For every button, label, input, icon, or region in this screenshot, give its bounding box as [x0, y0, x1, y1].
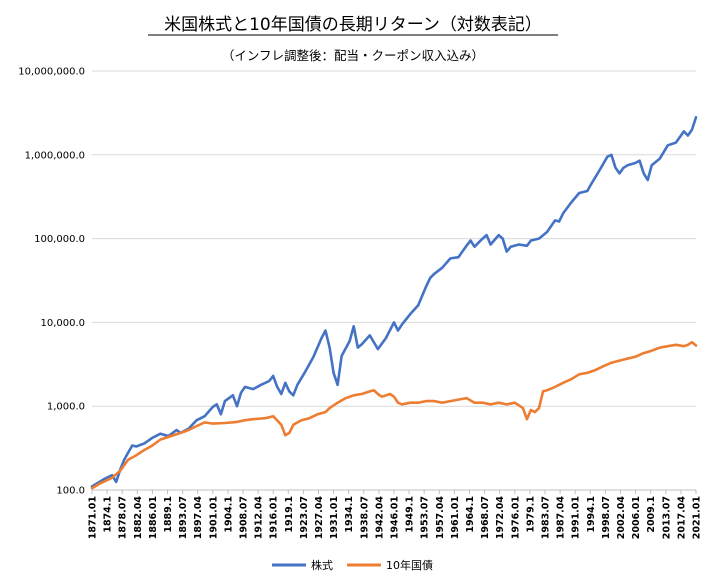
x-tick-label: 2013.07: [661, 496, 672, 539]
y-tick-label: 1,000.0: [47, 402, 85, 413]
x-tick-label: 2021.01: [692, 496, 703, 539]
gridlines: [92, 70, 696, 491]
chart-title: 米国株式と10年国債の長期リターン（対数表記）: [164, 15, 542, 35]
x-tick-label: 1874.1: [103, 496, 114, 533]
legend-item-stocks: 株式: [272, 558, 333, 572]
legend: 株式 10年国債: [272, 558, 433, 572]
x-tick-label: 1953.07: [420, 496, 431, 539]
y-tick-label: 10,000,000.0: [18, 67, 85, 78]
x-tick-label: 1979.1: [525, 496, 536, 533]
series-line-stocks: [90, 116, 698, 488]
x-tick-label: 1931.01: [329, 496, 340, 539]
x-tick-label: 1871.01: [88, 496, 99, 539]
y-axis: 100.0 1,000.0 10,000.0 100,000.0 1,000,000.0…: [18, 67, 85, 497]
x-tick-label: 1961.01: [450, 496, 461, 539]
x-tick-label: 1942.04: [374, 496, 385, 540]
chart-subtitle: （インフレ調整後：配当・クーポン収入込み）: [222, 48, 484, 63]
x-tick-label: 1904.1: [223, 496, 234, 533]
x-tick-label: 1976.01: [510, 496, 521, 539]
x-tick-label: 1946.01: [390, 496, 401, 539]
x-tick-label: 2002.04: [616, 496, 627, 540]
x-tick-label: 1923.07: [299, 496, 310, 539]
x-tick-label: 1919.1: [284, 496, 295, 533]
legend-item-bonds: 10年国債: [347, 558, 433, 572]
series-line-bonds: [90, 340, 698, 490]
x-tick-label: 1893.07: [178, 496, 189, 539]
x-tick-label: 1968.07: [480, 496, 491, 539]
x-tick-label: 1938.07: [359, 496, 370, 539]
x-tick-label: 1994.1: [586, 496, 597, 533]
x-tick-label: 1878.07: [118, 496, 129, 539]
series-layer: [90, 116, 698, 490]
x-tick-label: 1972.04: [495, 496, 506, 540]
y-tick-label: 100,000.0: [34, 234, 85, 245]
y-tick-label: 1,000,000.0: [25, 150, 85, 161]
x-tick-label: 1949.1: [405, 496, 416, 533]
x-tick-label: 1927.04: [314, 496, 325, 540]
x-tick-label: 1987.04: [556, 496, 567, 540]
legend-label-stocks: 株式: [311, 558, 333, 572]
x-tick-label: 1897.04: [193, 496, 204, 540]
x-tick-label: 1934.1: [344, 496, 355, 533]
x-tick-label: 1882.04: [133, 496, 144, 540]
y-tick-label: 100.0: [56, 486, 85, 497]
y-tick-label: 10,000.0: [40, 318, 85, 329]
x-tick-label: 2006.01: [631, 496, 642, 539]
x-tick-label: 1901.01: [208, 496, 219, 539]
x-tick-label: 1957.04: [435, 496, 446, 540]
x-tick-label: 1886.01: [148, 496, 159, 539]
x-tick-label: 1908.07: [239, 496, 250, 539]
x-tick-label: 1983.07: [541, 496, 552, 539]
x-tick-label: 2017.04: [676, 496, 687, 540]
x-tick-label: 1912.04: [254, 496, 265, 540]
x-tick-label: 1991.01: [571, 496, 582, 539]
legend-label-bonds: 10年国債: [386, 558, 433, 572]
x-tick-label: 2009.1: [646, 496, 657, 533]
x-tick-label: 1889.1: [163, 496, 174, 533]
x-tick-label: 1916.01: [269, 496, 280, 539]
x-axis: 1871.01 1874.1 1878.07 1882.04 1886.01 1889.1…: [88, 489, 703, 540]
x-tick-label: 1964.1: [465, 496, 476, 533]
x-tick-label: 1998.07: [601, 496, 612, 539]
